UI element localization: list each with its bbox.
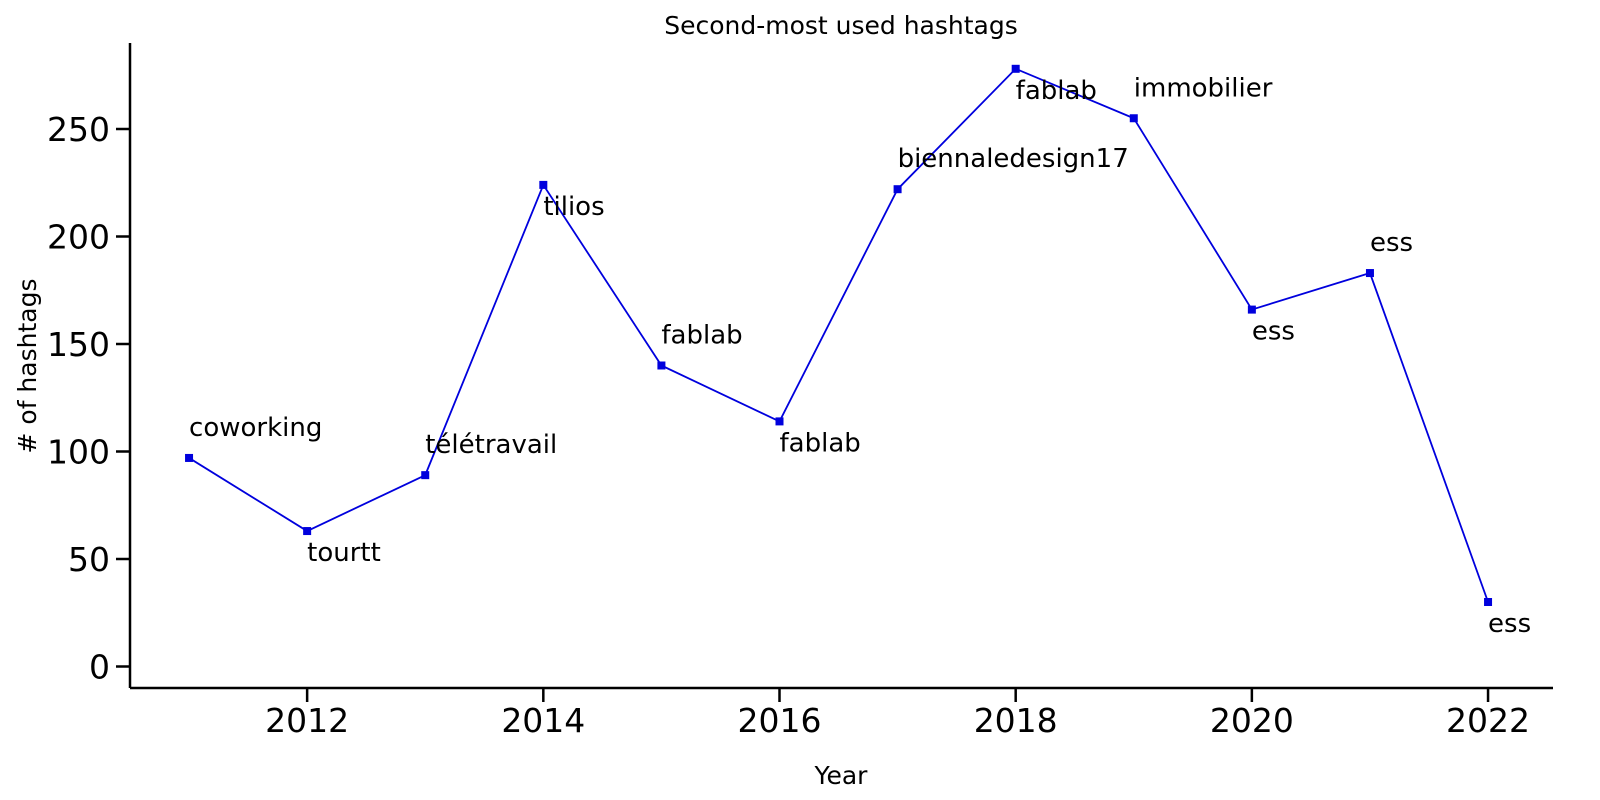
ticks: 0 50 100 150 200 250 2012 2014 2016 2018 2020 2022 [47,110,1530,740]
point-label: immobilier [1134,73,1273,103]
series-line [188,67,1489,603]
point-label: tourtt [307,538,381,568]
data-point-marker [185,453,194,462]
y-tick-label: 250 [47,110,110,149]
data-markers [185,64,1493,606]
data-point-marker [421,471,430,480]
x-tick-label: 2014 [501,701,585,740]
data-point-marker [775,417,784,426]
y-tick-label: 150 [47,325,110,364]
data-point-marker [1011,64,1020,73]
point-label: télétravail [425,430,557,460]
data-point-marker [1129,114,1138,123]
point-label: fablab [661,321,742,351]
x-tick-label: 2012 [265,701,349,740]
x-tick-label: 2016 [738,701,822,740]
point-label: biennaledesign17 [898,144,1129,174]
x-tick-label: 2022 [1446,701,1530,740]
axes [128,43,1553,690]
y-tick-label: 200 [47,218,110,257]
data-point-marker [539,180,548,189]
point-labels: coworking tourtt télétravail tilios fablab fa… [189,73,1531,639]
y-tick-label: 0 [89,648,110,687]
data-point-marker [657,361,666,370]
x-tick-label: 2020 [1210,701,1294,740]
chart-title: Second-most used hashtags [664,11,1018,40]
data-point-marker [1484,598,1493,606]
point-label: ess [1370,228,1413,258]
point-label: fablab [780,428,861,458]
point-label: coworking [189,413,322,443]
data-point-marker [1247,305,1256,314]
x-axis-label: Year [814,761,869,790]
x-tick-label: 2018 [974,701,1058,740]
data-point-marker [893,185,902,194]
point-label: fablab [1016,76,1097,106]
point-label: tilios [543,192,604,222]
point-label: ess [1488,609,1531,639]
point-label: ess [1252,317,1295,347]
data-point-marker [1365,269,1374,278]
y-tick-label: 50 [68,540,110,579]
data-point-marker [303,527,312,536]
y-tick-label: 100 [47,433,110,472]
y-axis-label: # of hashtags [13,279,42,454]
